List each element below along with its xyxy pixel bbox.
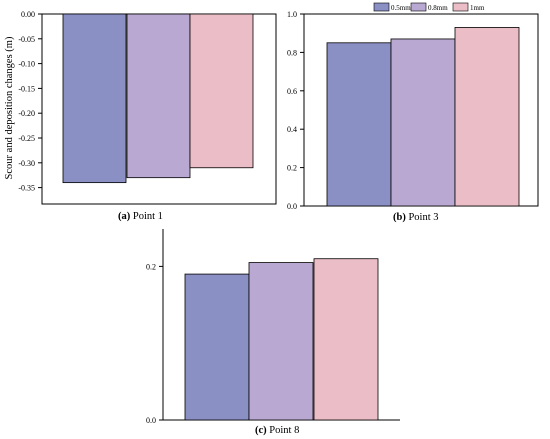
ytick-label-b-4: 0.8 — [287, 48, 297, 57]
ytick-label-b-3: 0.6 — [287, 87, 297, 96]
legend-label-1: 0.8mm — [428, 4, 448, 12]
ytick-label-a-5: -0.25 — [18, 134, 35, 143]
yaxis-c: 0.0 0.2 — [146, 262, 163, 425]
caption-b-label: (b) — [393, 212, 406, 223]
ytick-label-b-5: 1.0 — [287, 10, 297, 19]
bar-c-0.8mm — [248, 262, 314, 421]
bar-c-0.5mm — [184, 273, 250, 421]
caption-b-text: Point 3 — [408, 212, 439, 223]
bar-b-1mm — [454, 27, 520, 207]
ytick-label-a-4: -0.20 — [18, 109, 35, 118]
ytick-label-a-6: -0.30 — [18, 159, 35, 168]
ylabel-a: Scour and deposition changes (m) — [4, 36, 15, 179]
bars-b — [326, 27, 520, 207]
legend-swatch-2 — [452, 2, 469, 12]
ytick-label-b-2: 0.4 — [287, 125, 297, 134]
ytick-label-b-0: 0.0 — [287, 202, 297, 211]
caption-a-label: (a) — [118, 211, 131, 222]
ytick-label-c-1: 0.2 — [146, 262, 156, 271]
panel-c: 0.0 0.2 — [146, 229, 400, 425]
bar-a-1mm — [189, 13, 254, 169]
yaxis-a: 0.00 -0.05 -0.10 -0.15 -0.20 -0.25 -0.30 -0.35 — [18, 10, 42, 193]
bars-c — [184, 258, 379, 421]
panel-a: 0.00-0.05-0.10-0.15-0.20-0.25-0.30-0.35 … — [4, 10, 277, 205]
bar-b-0.5mm — [326, 42, 392, 207]
legend: 0.5mm 0.8mm 1mm — [373, 2, 485, 12]
ytick-label-a-3: -0.15 — [18, 84, 35, 93]
legend-swatch-0 — [373, 2, 390, 12]
legend-label-2: 1mm — [470, 4, 485, 12]
ytick-label-a-2: -0.10 — [18, 60, 35, 69]
ytick-label-a-1: -0.05 — [18, 35, 35, 44]
yaxis-b: 0.0 0.2 0.4 0.6 0.8 1.0 — [287, 10, 304, 211]
caption-c-text: Point 8 — [269, 425, 300, 436]
legend-label-0: 0.5mm — [391, 4, 411, 12]
caption-b: (b) Point 3 — [393, 212, 439, 223]
caption-a-text: Point 1 — [132, 211, 163, 222]
bar-c-1mm — [313, 258, 379, 421]
caption-c: (c) Point 8 — [255, 425, 299, 436]
ytick-label-c-0: 0.0 — [146, 416, 156, 425]
bars-a — [62, 13, 254, 184]
panel-b: 0.0 0.2 0.4 0.6 0.8 1.0 0.5mm 0.8mm 1mm — [287, 2, 539, 211]
ytick-label-a-0: 0.00 — [21, 10, 35, 19]
ytick-label-a-7: -0.35 — [18, 184, 35, 193]
bar-b-0.8mm — [390, 38, 456, 207]
bar-a-0.8mm — [126, 13, 191, 179]
caption-a: (a) Point 1 — [118, 211, 163, 222]
bar-a-0.5mm — [62, 13, 127, 184]
ytick-label-b-1: 0.2 — [287, 164, 297, 173]
legend-swatch-1 — [410, 2, 427, 12]
caption-c-label: (c) — [255, 425, 267, 436]
